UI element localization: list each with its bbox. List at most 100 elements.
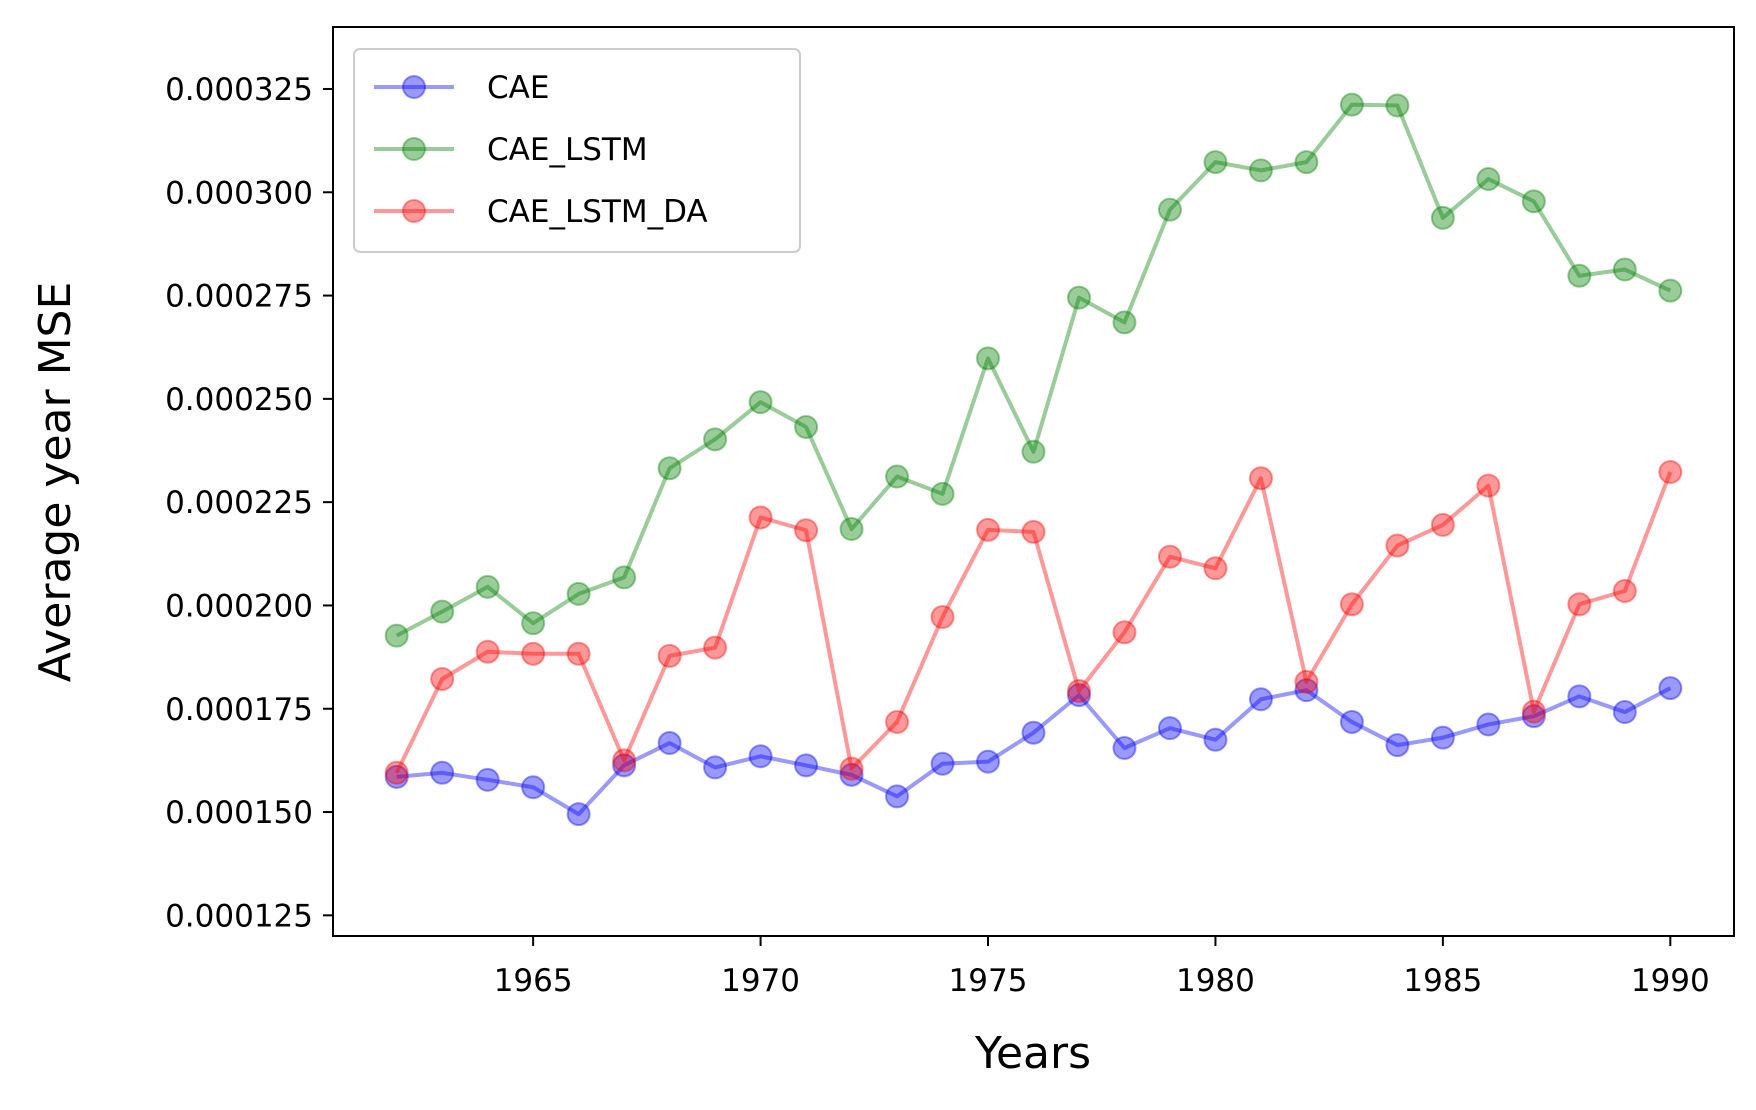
data-point (1021, 439, 1046, 464)
data-point (384, 760, 409, 785)
y-axis: 0.000125 0.000150 0.000175 0.000200 0.000225… (165, 72, 333, 934)
data-point (1521, 699, 1546, 724)
data-point (1157, 544, 1182, 569)
plot-area-frame (332, 26, 1735, 937)
y-tick-label: 0.000200 (165, 588, 313, 624)
data-point (1021, 720, 1046, 745)
data-point (521, 775, 546, 800)
y-tick-label: 0.000150 (165, 795, 313, 831)
data-point (430, 599, 455, 624)
x-axis-label: Years (974, 1028, 1091, 1079)
data-point (566, 641, 591, 666)
data-point (930, 751, 955, 776)
y-tick-label: 0.000125 (165, 898, 313, 934)
legend-item: CAE_LSTM_DA (374, 194, 708, 230)
data-point (1339, 92, 1364, 117)
data-point (1339, 709, 1364, 734)
data-point (1021, 519, 1046, 544)
x-tick-label: 1980 (1176, 963, 1255, 999)
data-point (1385, 733, 1410, 758)
legend: CAE CAE_LSTM CAE_LSTM_DA (353, 48, 801, 253)
y-tick-label: 0.000325 (165, 72, 313, 108)
data-point (1294, 678, 1319, 703)
data-point (1385, 533, 1410, 558)
data-point (521, 611, 546, 636)
data-point (1430, 512, 1455, 537)
data-point (1248, 687, 1273, 712)
data-point (384, 764, 409, 789)
data-point (657, 643, 682, 668)
data-point (1203, 556, 1228, 581)
data-point (930, 605, 955, 630)
data-point (748, 744, 773, 769)
data-point (1521, 704, 1546, 729)
data-point (885, 784, 910, 809)
data-point (839, 762, 864, 787)
x-tick-label: 1985 (1403, 963, 1482, 999)
data-point (475, 574, 500, 599)
y-tick-label: 0.000175 (165, 692, 313, 728)
y-tick-label: 0.000300 (165, 175, 313, 211)
data-point (748, 505, 773, 530)
x-axis: 1965 1970 1975 1980 1985 1990 (494, 936, 1710, 999)
data-point (703, 635, 728, 660)
data-point (430, 667, 455, 692)
series-line (395, 102, 1672, 638)
series-cae-lstm (384, 92, 1683, 648)
data-point (612, 565, 637, 590)
y-tick-label: 0.000250 (165, 382, 313, 418)
data-point (1112, 310, 1137, 335)
data-point (1430, 725, 1455, 750)
legend-label: CAE (487, 70, 549, 106)
data-point (521, 641, 546, 666)
legend-box (353, 48, 801, 253)
y-tick-label: 0.000225 (165, 485, 313, 521)
data-point (1339, 592, 1364, 617)
legend-label: CAE_LSTM_DA (487, 194, 708, 230)
data-point (1430, 205, 1455, 230)
legend-marker-swatch (402, 199, 426, 223)
data-point (976, 517, 1001, 542)
data-point (1658, 459, 1683, 484)
legend-label: CAE_LSTM (487, 132, 648, 168)
legend-marker-swatch (402, 137, 426, 161)
x-tick-label: 1970 (721, 963, 800, 999)
data-point (839, 756, 864, 781)
data-point (566, 581, 591, 606)
data-point (1567, 592, 1592, 617)
data-point (1066, 683, 1091, 708)
series-line (396, 686, 1672, 817)
data-point (703, 427, 728, 452)
data-point (657, 456, 682, 481)
data-point (384, 623, 409, 648)
data-point (1066, 678, 1091, 703)
data-point (1294, 150, 1319, 175)
data-point (1203, 150, 1228, 175)
data-point (1612, 578, 1637, 603)
series-layer (384, 92, 1683, 827)
data-point (1112, 620, 1137, 645)
data-point (1385, 93, 1410, 118)
data-point (1294, 669, 1319, 694)
data-point (1567, 263, 1592, 288)
data-point (1157, 716, 1182, 741)
data-point (612, 748, 637, 773)
legend-marker-swatch (402, 75, 426, 99)
data-point (885, 709, 910, 734)
data-point (1567, 684, 1592, 709)
data-point (1521, 189, 1546, 214)
data-point (1612, 700, 1637, 725)
data-point (794, 518, 819, 543)
data-point (794, 753, 819, 778)
data-point (1612, 257, 1637, 282)
data-point (1066, 285, 1091, 310)
data-point (1248, 466, 1273, 491)
data-point (930, 481, 955, 506)
x-tick-label: 1965 (494, 963, 573, 999)
data-point (1248, 158, 1273, 183)
data-point (1203, 727, 1228, 752)
data-point (976, 346, 1001, 371)
data-point (1658, 676, 1683, 701)
